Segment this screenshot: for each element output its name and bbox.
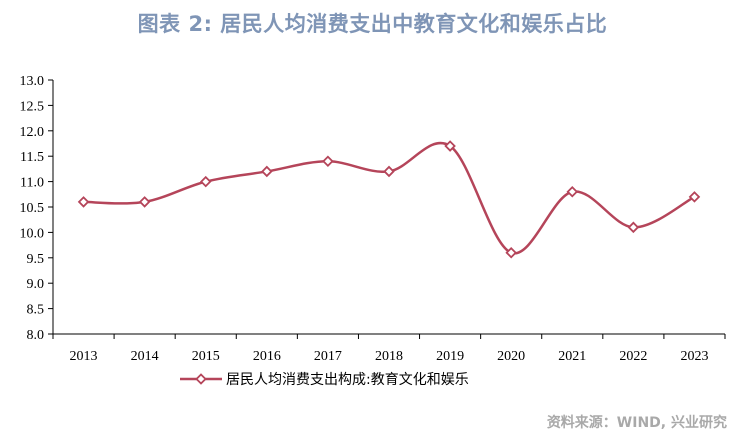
y-axis: 8.0 8.5 9.0 9.5 10.0 10.5 11.0 11.5 12.0 12.5 13.0	[20, 74, 54, 343]
y-tick-label: 11.0	[20, 176, 44, 191]
x-axis: 2013 2014 2015 2016 2017 2018 2019 2020 2021 2022…	[52, 333, 726, 364]
x-tick-label: 2019	[436, 349, 464, 364]
y-tick-label: 11.5	[20, 150, 44, 165]
y-tick-label: 10.5	[20, 201, 45, 216]
x-tick-label: 2020	[497, 349, 525, 364]
x-tick-label: 2021	[558, 349, 586, 364]
data-point	[688, 191, 701, 203]
series-group	[77, 140, 701, 259]
source-note: 资料来源：WIND, 兴业研究	[546, 415, 727, 431]
data-point	[627, 221, 640, 234]
data-point	[77, 196, 90, 208]
data-point	[505, 246, 517, 259]
x-tick-label: 2016	[253, 349, 281, 364]
x-tick-label: 2014	[131, 349, 159, 364]
data-point	[199, 175, 212, 188]
legend: 居民人均消费支出构成:教育文化和娱乐	[180, 372, 469, 388]
legend-label: 居民人均消费支出构成:教育文化和娱乐	[226, 372, 469, 388]
legend-marker	[195, 373, 207, 385]
x-tick-label: 2017	[314, 349, 342, 364]
y-tick-label: 12.5	[20, 99, 45, 114]
x-tick-label: 2018	[375, 349, 403, 364]
chart-title: 图表 2: 居民人均消费支出中教育文化和娱乐占比	[137, 12, 608, 36]
y-tick-label: 9.0	[27, 277, 45, 292]
x-tick-label: 2023	[680, 349, 708, 364]
x-tick-label: 2015	[192, 349, 220, 364]
x-tick-label: 2013	[70, 349, 98, 364]
y-tick-label: 9.5	[27, 252, 45, 267]
y-tick-label: 13.0	[20, 74, 45, 89]
y-tick-label: 8.0	[27, 328, 45, 343]
series-line	[83, 141, 696, 255]
data-point	[322, 155, 334, 168]
data-point	[383, 165, 395, 178]
data-point	[566, 185, 579, 198]
data-point	[138, 196, 151, 208]
x-tick-label: 2022	[619, 349, 647, 364]
y-tick-label: 10.0	[20, 226, 45, 241]
y-tick-label: 12.0	[20, 125, 45, 140]
data-point	[444, 140, 456, 152]
data-point	[261, 165, 273, 178]
y-tick-label: 8.5	[27, 303, 45, 318]
